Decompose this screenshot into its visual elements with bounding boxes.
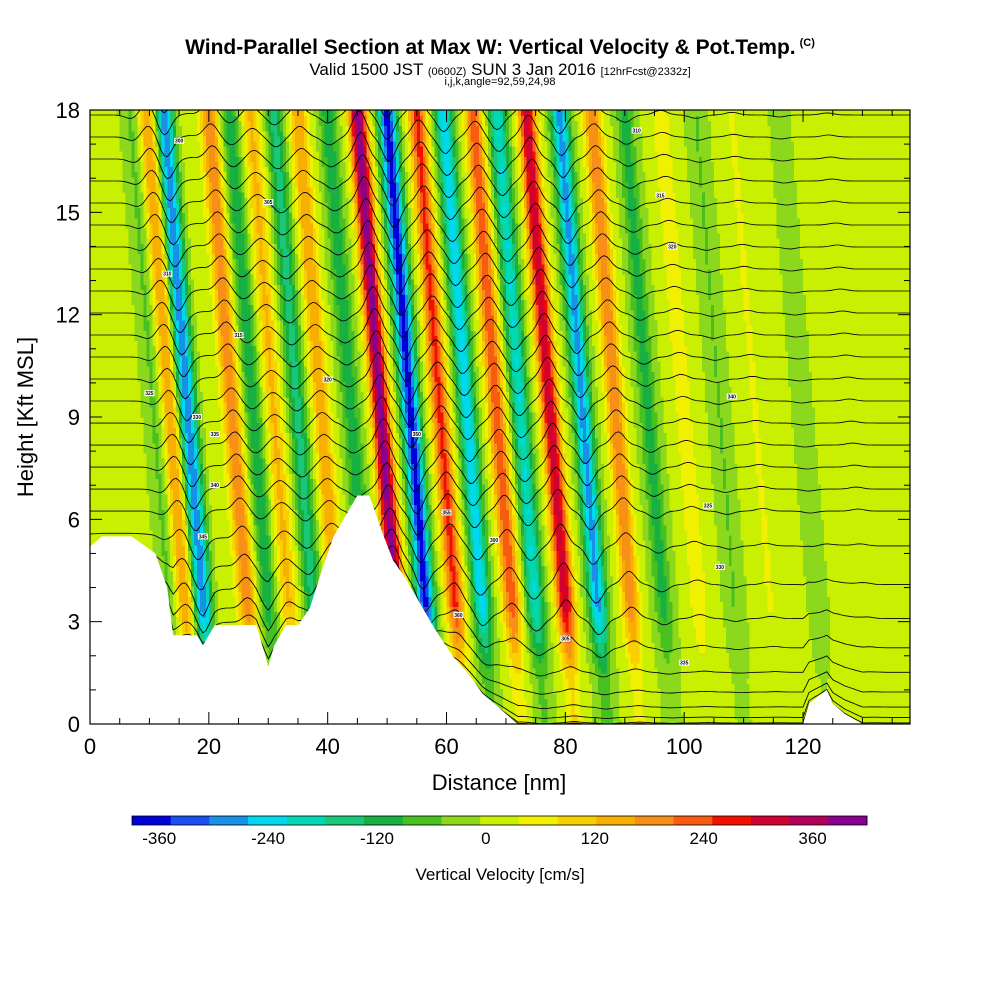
colorbar-tick-label: 120 [581, 829, 609, 848]
y-tick-label: 6 [68, 507, 80, 532]
colorbar-swatch [674, 816, 713, 825]
y-tick-label: 15 [56, 200, 80, 225]
colorbar-tick-label: 0 [481, 829, 490, 848]
contour-label: 315 [655, 192, 665, 199]
contour-label: 335 [679, 660, 689, 667]
contour-label: 300 [174, 138, 184, 145]
colorbar-swatch [480, 816, 519, 825]
colorbar-label: Vertical Velocity [cm/s] [415, 865, 584, 884]
x-tick-label: 40 [315, 734, 339, 759]
x-tick-label: 100 [666, 734, 703, 759]
contour-label: 345 [198, 533, 208, 540]
contour-label: 360 [453, 612, 463, 619]
y-tick-label: 3 [68, 610, 80, 635]
colorbar-swatch [596, 816, 635, 825]
colorbar-swatch [441, 816, 480, 825]
colorbar-swatch [635, 816, 674, 825]
colorbar-tick-label: 360 [798, 829, 826, 848]
y-tick-label: 18 [56, 98, 80, 123]
colorbar-swatch [171, 816, 210, 825]
x-tick-label: 120 [785, 734, 822, 759]
contour-label: 300 [489, 537, 499, 544]
colorbar-tick-label: 240 [689, 829, 717, 848]
x-tick-label: 0 [84, 734, 96, 759]
contour-label: 315 [234, 332, 244, 339]
colorbar-swatch [364, 816, 403, 825]
contour-label: 325 [144, 390, 154, 397]
colorbar-swatch [558, 816, 597, 825]
colorbar-swatch [751, 816, 790, 825]
colorbar-swatch [790, 816, 829, 825]
contour-label: 320 [667, 243, 677, 250]
contour-label: 355 [442, 510, 452, 517]
contour-label: 340 [727, 394, 737, 401]
contour-label: 325 [703, 503, 713, 510]
contour-label: 305 [560, 636, 570, 643]
x-tick-label: 20 [197, 734, 221, 759]
colorbar: -360 -240 -120 0 120 240 360 [132, 816, 868, 848]
colorbar-swatch [287, 816, 326, 825]
colorbar-swatch [712, 816, 751, 825]
contour-label: 340 [210, 482, 220, 489]
contour-label: 350 [412, 431, 422, 438]
colorbar-tick-label: -120 [360, 829, 394, 848]
x-tick-label: 60 [434, 734, 458, 759]
x-axis-label: Distance [nm] [432, 770, 567, 795]
y-tick-label: 0 [68, 712, 80, 737]
colorbar-swatch [519, 816, 558, 825]
colorbar-swatch [248, 816, 287, 825]
colorbar-tick-label: -360 [142, 829, 176, 848]
y-axis-label: Height [Kft MSL] [13, 337, 38, 497]
contour-label: 320 [323, 376, 333, 383]
contour-label: 330 [192, 414, 202, 421]
colorbar-swatch [132, 816, 171, 825]
contour-label: 310 [162, 271, 172, 278]
colorbar-tick-label: -240 [251, 829, 285, 848]
contour-label: 330 [715, 564, 725, 571]
colorbar-swatch [325, 816, 364, 825]
contour-label: 310 [632, 127, 642, 134]
colorbar-swatch [209, 816, 248, 825]
colorbar-swatch [403, 816, 442, 825]
y-tick-label: 12 [56, 303, 80, 328]
contour-label: 305 [263, 199, 273, 206]
x-tick-label: 80 [553, 734, 577, 759]
contour-label: 335 [210, 431, 220, 438]
colorbar-swatch [828, 816, 867, 825]
y-tick-label: 9 [68, 405, 80, 430]
